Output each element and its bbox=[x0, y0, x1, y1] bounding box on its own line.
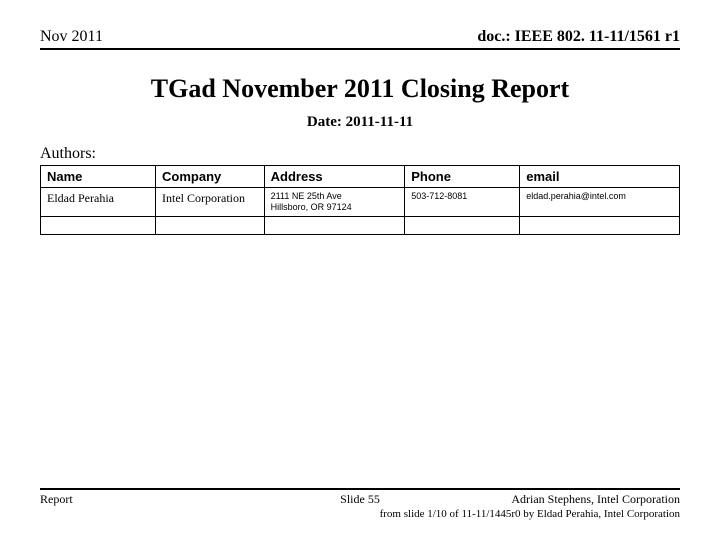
footer-row: Report Slide 55 Adrian Stephens, Intel C… bbox=[40, 488, 680, 507]
authors-label: Authors: bbox=[40, 145, 680, 163]
spacer bbox=[40, 235, 680, 488]
col-header-company: Company bbox=[156, 166, 265, 188]
cell-email: eldad.perahia@intel.com bbox=[520, 188, 680, 217]
col-header-address: Address bbox=[264, 166, 405, 188]
cell-name: Eldad Perahia bbox=[41, 188, 156, 217]
footer-center: Slide 55 bbox=[340, 492, 380, 507]
footer-left: Report bbox=[40, 492, 332, 507]
table-row: Eldad Perahia Intel Corporation 2111 NE … bbox=[41, 188, 680, 217]
page-title: TGad November 2011 Closing Report bbox=[40, 74, 680, 104]
authors-table: Name Company Address Phone email Eldad P… bbox=[40, 165, 680, 235]
col-header-phone: Phone bbox=[405, 166, 520, 188]
table-row-empty bbox=[41, 216, 680, 234]
header-date: Nov 2011 bbox=[40, 28, 103, 46]
cell-company: Intel Corporation bbox=[156, 188, 265, 217]
footer-subline: from slide 1/10 of 11-11/1445r0 by Eldad… bbox=[40, 508, 680, 520]
cell-phone: 503-712-8081 bbox=[405, 188, 520, 217]
table-header-row: Name Company Address Phone email bbox=[41, 166, 680, 188]
footer-right: Adrian Stephens, Intel Corporation bbox=[388, 492, 680, 507]
doc-id: doc.: IEEE 802. 11-11/1561 r1 bbox=[477, 28, 680, 46]
cell-address: 2111 NE 25th Ave Hillsboro, OR 97124 bbox=[264, 188, 405, 217]
slide-page: Nov 2011 doc.: IEEE 802. 11-11/1561 r1 T… bbox=[0, 0, 720, 540]
col-header-name: Name bbox=[41, 166, 156, 188]
header-row: Nov 2011 doc.: IEEE 802. 11-11/1561 r1 bbox=[40, 28, 680, 50]
date-line: Date: 2011-11-11 bbox=[40, 114, 680, 131]
col-header-email: email bbox=[520, 166, 680, 188]
